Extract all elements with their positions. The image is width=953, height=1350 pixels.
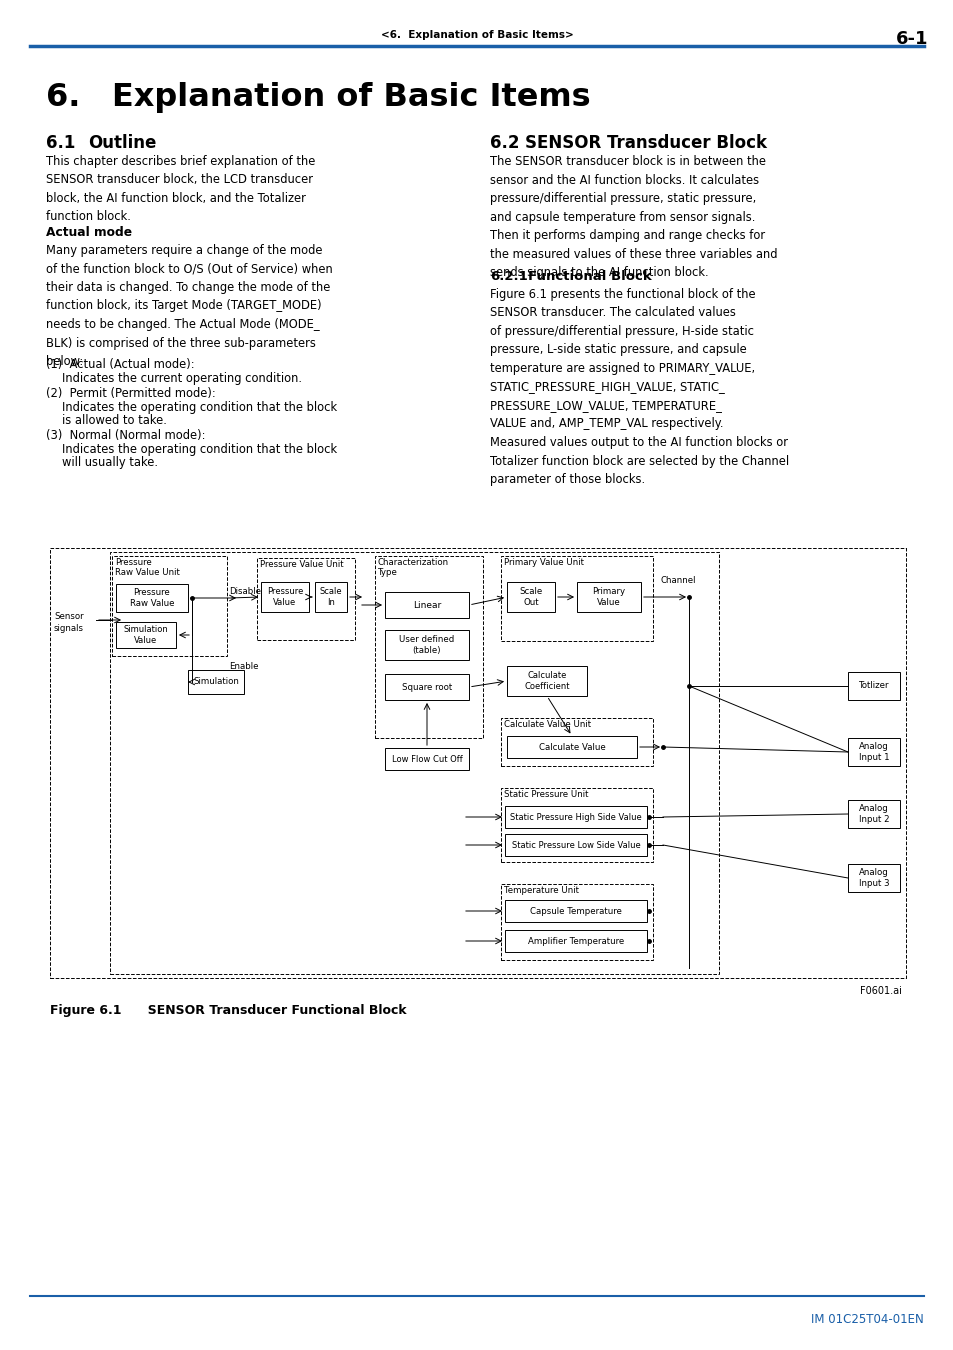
Text: 6.2: 6.2 (490, 134, 519, 153)
Text: Actual mode: Actual mode (46, 225, 132, 239)
Text: Disable: Disable (229, 587, 261, 595)
Text: Low Flow Cut Off: Low Flow Cut Off (392, 755, 462, 764)
Bar (385, 748, 469, 770)
Text: 6.1: 6.1 (46, 134, 75, 153)
Text: Calculate
Coefficient: Calculate Coefficient (524, 671, 569, 691)
Bar (50, 548, 905, 977)
Text: Indicates the operating condition that the block: Indicates the operating condition that t… (62, 443, 336, 456)
Bar (110, 552, 719, 973)
Bar (385, 593, 469, 618)
Bar (314, 582, 347, 612)
Text: Amplifier Temperature: Amplifier Temperature (527, 937, 623, 945)
Bar (116, 585, 188, 612)
Text: User defined
(table): User defined (table) (399, 636, 455, 655)
Text: Scale
In: Scale In (319, 587, 342, 606)
Text: Calculate Value: Calculate Value (538, 743, 605, 752)
Text: (3)  Normal (Normal mode):: (3) Normal (Normal mode): (46, 429, 205, 441)
Bar (506, 666, 586, 697)
Bar (385, 674, 469, 701)
Text: Static Pressure Unit: Static Pressure Unit (503, 790, 588, 799)
Text: Temperature Unit: Temperature Unit (503, 886, 578, 895)
Bar (847, 864, 899, 892)
Text: Simulation: Simulation (193, 678, 238, 687)
Bar (504, 900, 646, 922)
Bar (500, 788, 652, 863)
Text: Outline: Outline (88, 134, 156, 153)
Text: Indicates the current operating condition.: Indicates the current operating conditio… (62, 373, 302, 385)
Text: is allowed to take.: is allowed to take. (62, 414, 167, 427)
Text: (1)  Actual (Actual mode):: (1) Actual (Actual mode): (46, 358, 194, 371)
Bar (500, 884, 652, 960)
Bar (506, 582, 555, 612)
Bar (577, 582, 640, 612)
Text: Analog
Input 3: Analog Input 3 (858, 868, 888, 888)
Text: Enable: Enable (229, 662, 258, 671)
Bar (116, 622, 175, 648)
Text: <6.  Explanation of Basic Items>: <6. Explanation of Basic Items> (380, 30, 573, 40)
Text: Analog
Input 2: Analog Input 2 (858, 805, 888, 823)
Text: Characterization
Type: Characterization Type (377, 558, 449, 578)
Text: Sensor
signals: Sensor signals (54, 612, 84, 633)
Bar (847, 801, 899, 828)
Text: IM 01C25T04-01EN: IM 01C25T04-01EN (810, 1314, 923, 1326)
Text: Static Pressure High Side Value: Static Pressure High Side Value (510, 813, 641, 822)
Bar (261, 582, 309, 612)
Bar (385, 630, 469, 660)
Text: Figure 6.1 presents the functional block of the
SENSOR transducer. The calculate: Figure 6.1 presents the functional block… (490, 288, 788, 486)
Text: Pressure
Value: Pressure Value (267, 587, 303, 606)
Text: 6-1: 6-1 (895, 30, 927, 49)
Text: F0601.ai: F0601.ai (860, 986, 901, 996)
Text: 6.2.1: 6.2.1 (490, 270, 527, 284)
Text: Square root: Square root (401, 683, 452, 691)
Bar (188, 670, 244, 694)
Text: Pressure
Raw Value Unit: Pressure Raw Value Unit (115, 558, 180, 578)
Text: will usually take.: will usually take. (62, 456, 158, 468)
Text: This chapter describes brief explanation of the
SENSOR transducer block, the LCD: This chapter describes brief explanation… (46, 155, 315, 224)
Text: Scale
Out: Scale Out (518, 587, 542, 606)
Bar (504, 930, 646, 952)
Text: The SENSOR transducer block is in between the
sensor and the AI function blocks.: The SENSOR transducer block is in betwee… (490, 155, 777, 279)
Bar (112, 556, 227, 656)
Text: Primary
Value: Primary Value (592, 587, 625, 606)
Text: Functional Block: Functional Block (527, 270, 651, 284)
Text: Channel: Channel (660, 576, 696, 585)
Bar (506, 736, 637, 757)
Text: Many parameters require a change of the mode
of the function block to O/S (Out o: Many parameters require a change of the … (46, 244, 333, 369)
Text: Analog
Input 1: Analog Input 1 (858, 743, 888, 761)
Bar (504, 806, 646, 828)
Text: Figure 6.1      SENSOR Transducer Functional Block: Figure 6.1 SENSOR Transducer Functional … (50, 1004, 406, 1017)
Text: (2)  Permit (Permitted mode):: (2) Permit (Permitted mode): (46, 387, 215, 400)
Text: 6.: 6. (46, 82, 80, 113)
Text: Explanation of Basic Items: Explanation of Basic Items (112, 82, 590, 113)
Bar (375, 556, 482, 738)
Text: Pressure
Raw Value: Pressure Raw Value (130, 589, 174, 608)
Text: Capsule Temperature: Capsule Temperature (530, 906, 621, 915)
Bar (847, 738, 899, 765)
Text: Totlizer: Totlizer (858, 682, 888, 690)
Bar (504, 834, 646, 856)
Bar (500, 556, 652, 641)
Bar (847, 672, 899, 701)
Bar (256, 558, 355, 640)
Text: Pressure Value Unit: Pressure Value Unit (260, 560, 343, 568)
Bar (500, 718, 652, 765)
Text: Static Pressure Low Side Value: Static Pressure Low Side Value (511, 841, 639, 849)
Text: Linear: Linear (413, 601, 440, 609)
Text: Primary Value Unit: Primary Value Unit (503, 558, 583, 567)
Text: Indicates the operating condition that the block: Indicates the operating condition that t… (62, 401, 336, 414)
Text: SENSOR Transducer Block: SENSOR Transducer Block (524, 134, 766, 153)
Text: Calculate Value Unit: Calculate Value Unit (503, 720, 591, 729)
Text: Simulation
Value: Simulation Value (124, 625, 168, 645)
